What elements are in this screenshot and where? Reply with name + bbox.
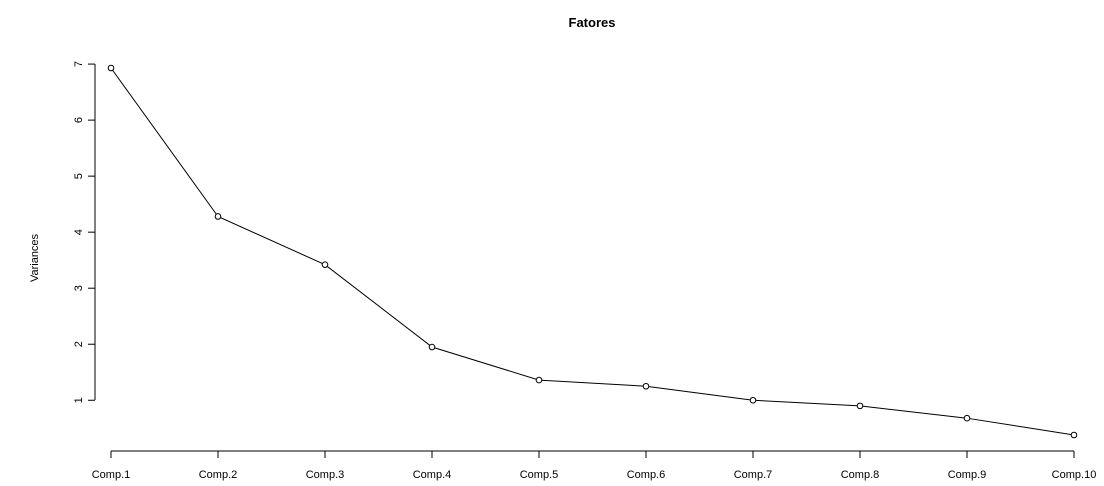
x-tick-label: Comp.3 <box>306 469 345 481</box>
data-point <box>856 402 864 410</box>
y-ticks: 1 2 3 4 5 6 7 <box>73 61 95 403</box>
x-tick-label: Comp.8 <box>841 469 880 481</box>
x-tick-label: Comp.9 <box>948 469 987 481</box>
y-tick-label: 3 <box>73 285 85 291</box>
data-point <box>428 343 436 351</box>
x-tick-label: Comp.7 <box>734 469 773 481</box>
data-point <box>214 213 222 220</box>
x-tick-label: Comp.2 <box>199 469 238 481</box>
x-tick-label: Comp.4 <box>413 469 452 481</box>
x-tick-label: Comp.1 <box>92 469 131 481</box>
y-tick-label: 6 <box>73 117 85 123</box>
x-tick-label: Comp.10 <box>1052 469 1097 481</box>
y-tick-label: 5 <box>73 173 85 179</box>
y-tick-label: 4 <box>73 229 85 235</box>
data-point <box>535 376 543 384</box>
x-tick-label: Comp.6 <box>627 469 666 481</box>
data-point <box>1070 431 1078 439</box>
series-line <box>110 67 1075 436</box>
y-tick-label: 7 <box>73 61 85 67</box>
data-points <box>107 64 1078 439</box>
data-point <box>963 414 971 422</box>
data-point <box>749 396 757 404</box>
y-tick-label: 2 <box>73 341 85 347</box>
y-axis-label: Variances <box>29 233 41 282</box>
data-point <box>642 382 650 390</box>
chart-title: Fatores <box>569 15 616 30</box>
data-point <box>321 261 329 268</box>
data-point <box>107 64 115 72</box>
x-tick-label: Comp.5 <box>520 469 559 481</box>
y-tick-label: 1 <box>73 397 85 403</box>
x-ticks: Comp.1 Comp.2 Comp.3 Comp.4 Comp.5 Comp.6 Comp… <box>92 451 1097 481</box>
